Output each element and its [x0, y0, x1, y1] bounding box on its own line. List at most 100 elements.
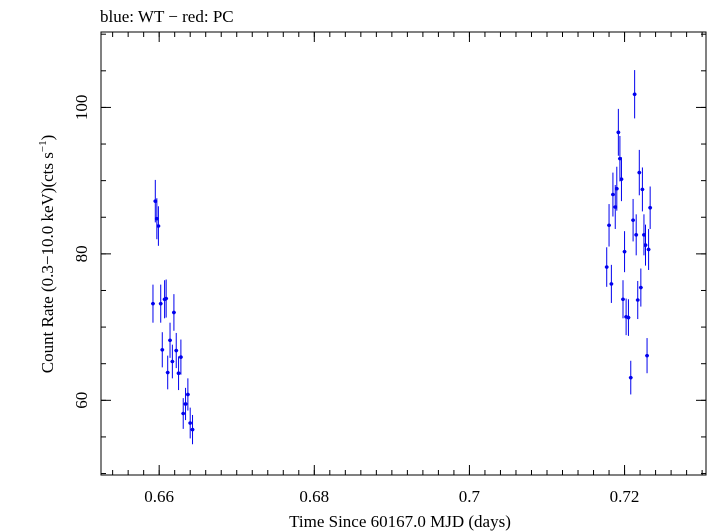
point-marker: [611, 192, 615, 197]
data-point-wt: [643, 224, 648, 266]
data-point-wt: [165, 355, 170, 390]
axis-ticks: [101, 32, 706, 475]
data-point-wt: [622, 231, 627, 273]
point-marker: [190, 427, 195, 432]
point-marker: [621, 297, 625, 302]
point-marker: [616, 130, 621, 135]
data-point-wt: [607, 204, 611, 247]
data-point-wt: [158, 284, 163, 323]
data-point-wt: [621, 280, 625, 319]
data-point-wt: [631, 198, 636, 242]
data-point-wt: [646, 228, 651, 270]
x-tick-label: 0.66: [144, 487, 174, 506]
data-point-wt: [614, 166, 619, 211]
y-axis-label-close: ): [38, 135, 57, 141]
point-marker: [631, 218, 635, 222]
data-point-wt: [151, 284, 155, 323]
data-point-wt: [648, 186, 653, 229]
point-marker: [155, 216, 159, 221]
data-point-wt: [181, 398, 186, 429]
chart-title: blue: WT − red: PC: [100, 7, 234, 26]
point-marker: [648, 205, 652, 210]
data-point-wt: [610, 172, 615, 217]
point-marker: [615, 186, 619, 191]
data-points: [151, 70, 653, 445]
data-point-wt: [160, 332, 165, 368]
y-tick-label: 80: [72, 245, 91, 262]
data-point-wt: [640, 167, 645, 212]
point-marker: [604, 265, 609, 269]
point-marker: [628, 375, 633, 380]
point-marker: [156, 224, 161, 228]
data-point-wt: [168, 322, 172, 358]
point-marker: [183, 402, 188, 406]
data-point-wt: [190, 414, 195, 445]
data-point-wt: [176, 356, 181, 391]
point-marker: [151, 301, 155, 306]
point-marker: [153, 199, 158, 203]
x-tick-label: 0.68: [299, 487, 329, 506]
data-point-wt: [632, 70, 637, 119]
point-marker: [160, 347, 165, 352]
point-marker: [634, 233, 638, 237]
data-point-wt: [637, 149, 642, 196]
point-marker: [188, 421, 192, 425]
data-point-wt: [609, 264, 614, 303]
data-point-wt: [645, 338, 649, 374]
point-marker: [619, 177, 624, 181]
data-point-wt: [164, 279, 169, 318]
point-marker: [645, 353, 649, 358]
point-marker: [181, 411, 186, 416]
point-marker: [637, 170, 642, 175]
x-axis-label: Time Since 60167.0 MJD (days): [289, 512, 511, 531]
point-marker: [642, 233, 646, 237]
point-marker: [607, 223, 611, 228]
y-tick-label: 100: [72, 95, 91, 121]
x-tick-label: 0.7: [459, 487, 481, 506]
point-marker: [165, 370, 170, 375]
data-point-wt: [617, 135, 622, 182]
y-axis-label-main: Count Rate (0.3−10.0 keV)(cts s: [38, 152, 57, 373]
point-marker: [168, 338, 172, 343]
point-marker: [622, 249, 627, 254]
point-marker: [613, 205, 618, 209]
point-marker: [632, 92, 637, 97]
data-point-wt: [185, 378, 190, 411]
data-point-wt: [604, 247, 609, 287]
point-marker: [174, 348, 179, 353]
point-marker: [179, 355, 183, 359]
data-point-wt: [174, 332, 179, 369]
point-marker: [172, 310, 176, 315]
data-point-wt: [626, 299, 631, 336]
data-point-wt: [153, 179, 158, 223]
data-point-wt: [635, 280, 640, 320]
data-point-wt: [171, 294, 176, 331]
point-marker: [626, 315, 631, 320]
data-point-wt: [634, 214, 639, 256]
data-point-wt: [616, 108, 621, 156]
point-marker: [609, 282, 614, 286]
plot-frame: [100, 31, 707, 476]
y-axis-label: Count Rate (0.3−10.0 keV)(cts s−1): [37, 135, 57, 374]
point-marker: [639, 285, 643, 290]
point-marker: [176, 371, 181, 376]
data-point-wt: [638, 268, 643, 307]
point-marker: [158, 301, 163, 306]
y-tick-label: 60: [72, 392, 91, 409]
point-marker: [646, 247, 651, 252]
point-marker: [635, 298, 640, 302]
point-marker: [643, 243, 648, 247]
point-marker: [640, 187, 645, 192]
x-tick-label: 0.72: [610, 487, 640, 506]
data-point-wt: [178, 339, 183, 375]
data-point-wt: [619, 157, 624, 202]
point-marker: [618, 156, 622, 161]
point-marker: [164, 296, 168, 301]
axis-tick-labels: 0.66 0.68 0.7 0.72 60 80 100: [72, 95, 639, 506]
point-marker: [170, 359, 175, 364]
data-point-wt: [188, 407, 193, 439]
point-marker: [186, 392, 190, 397]
data-point-wt: [170, 344, 175, 379]
data-point-wt: [628, 360, 633, 395]
